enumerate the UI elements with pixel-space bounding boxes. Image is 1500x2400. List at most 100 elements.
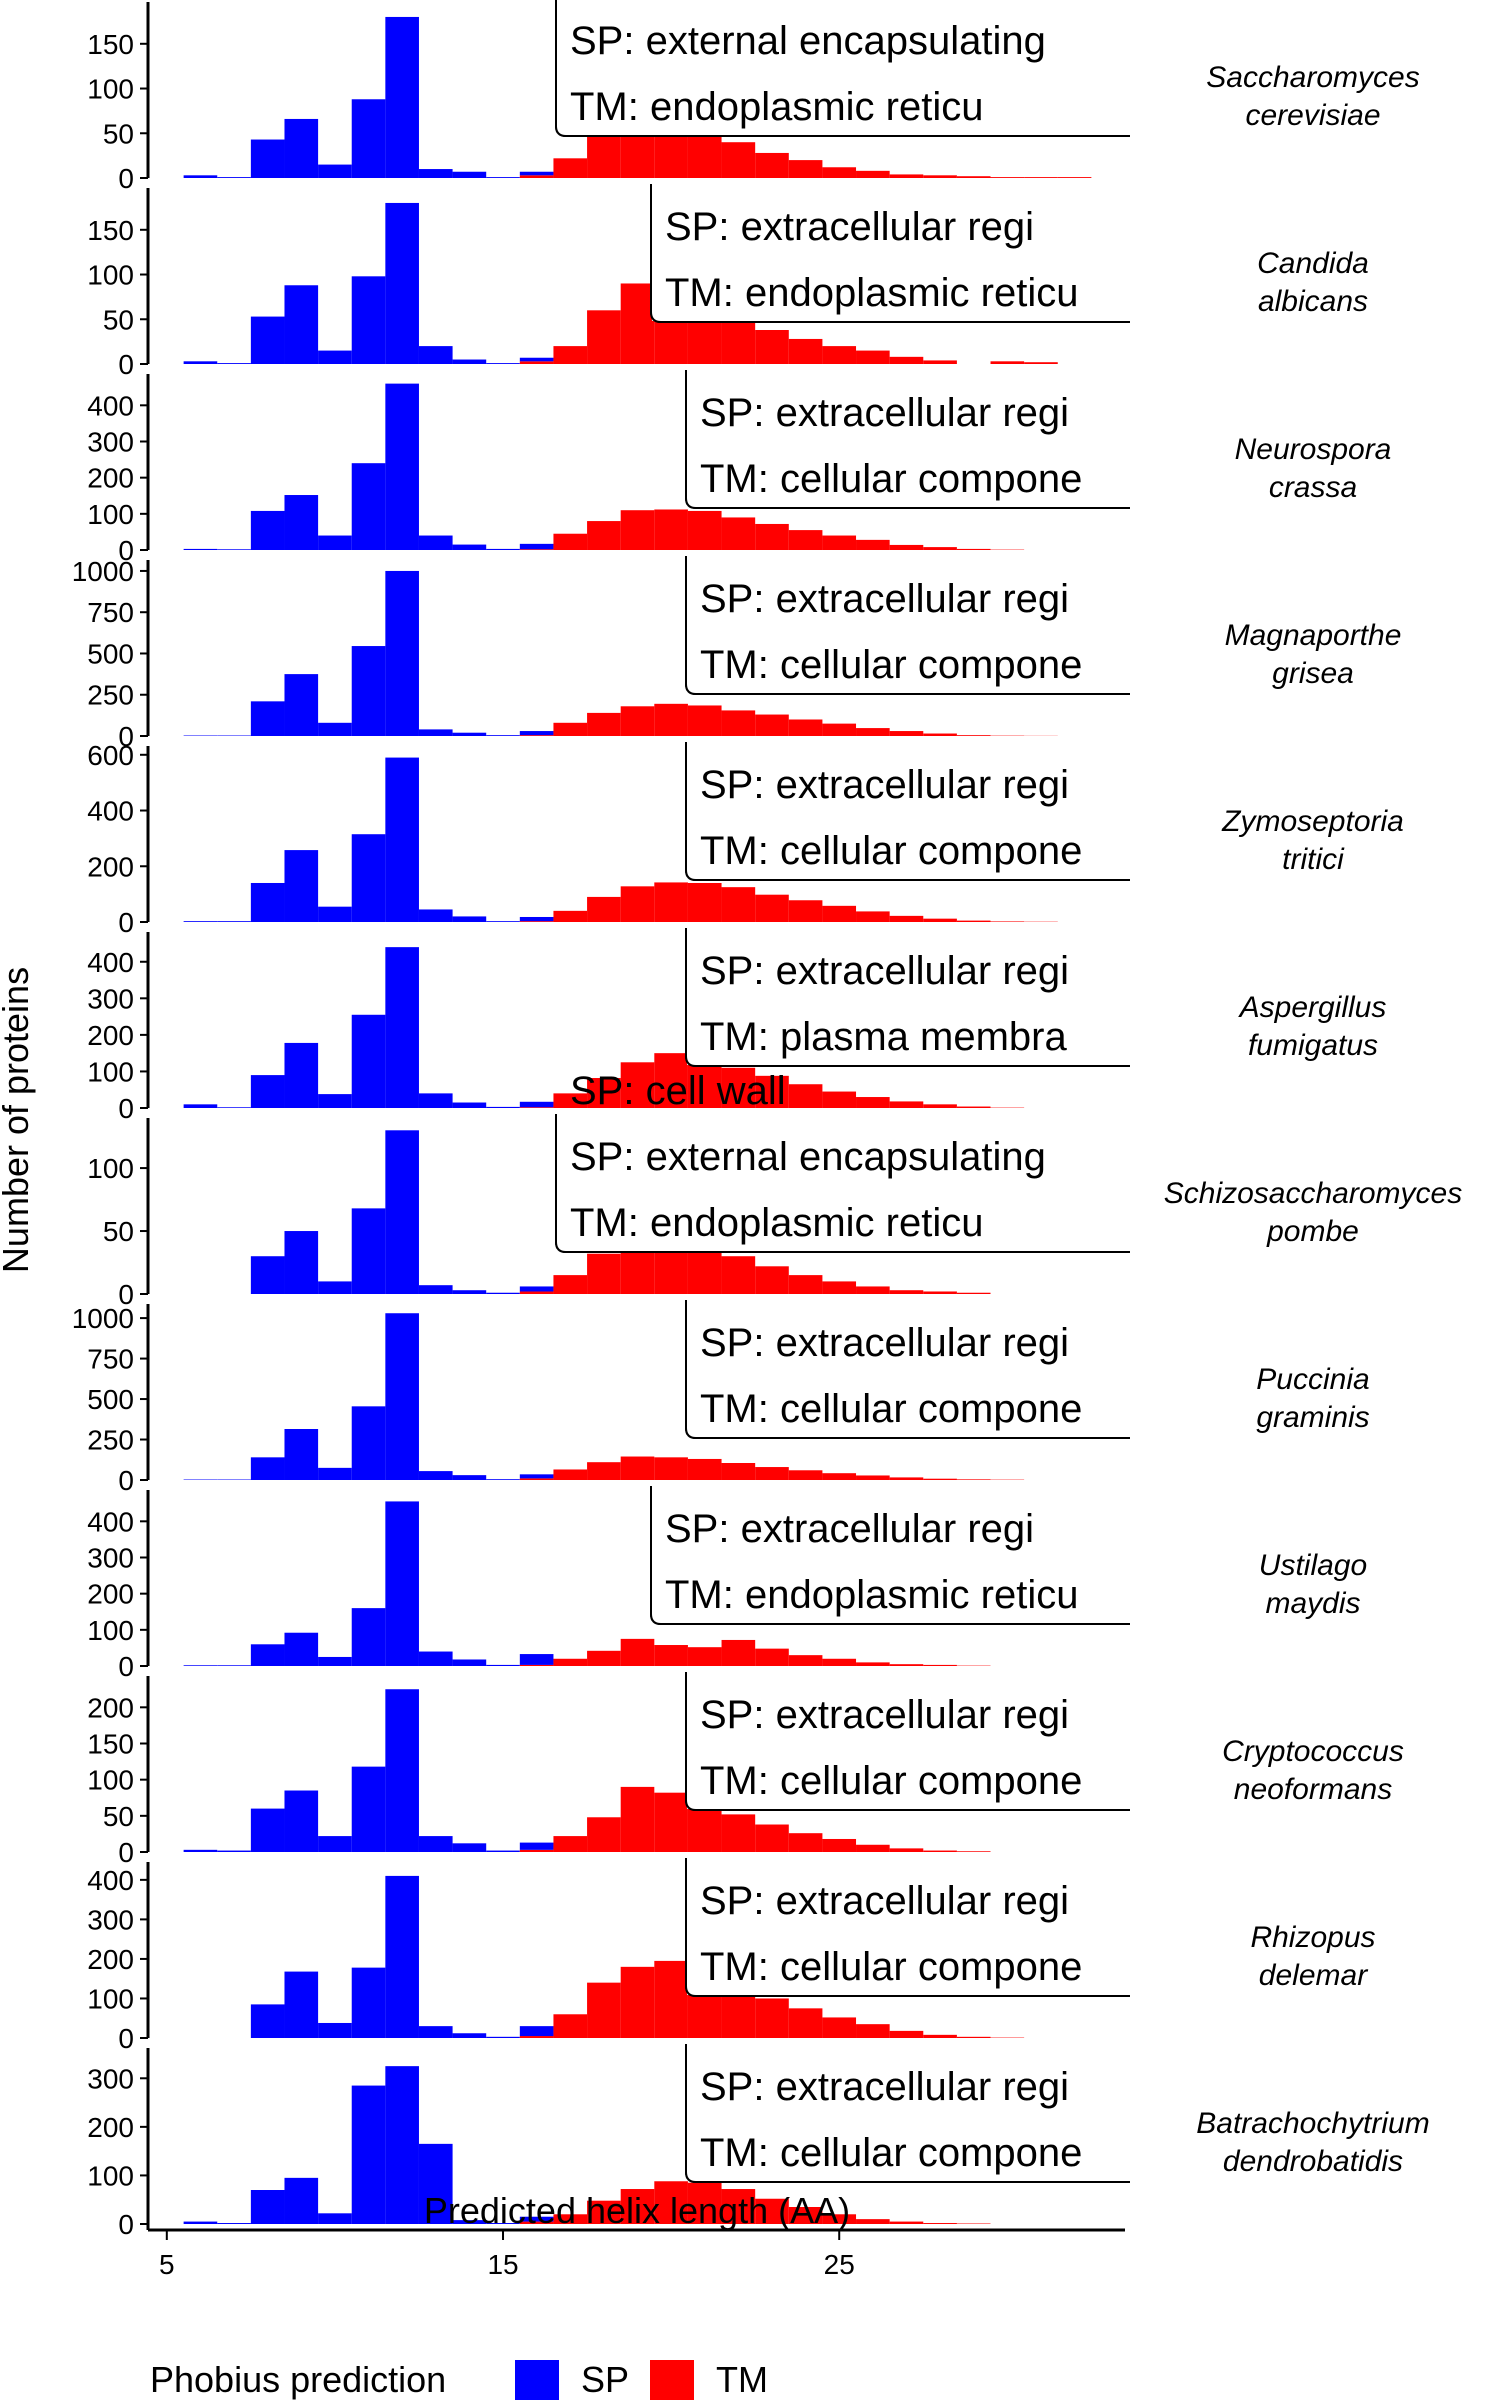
- sp-bar: [519, 1654, 554, 1665]
- sp-bar: [486, 1664, 520, 1666]
- tm-bar: [553, 2014, 588, 2038]
- tm-bar: [923, 1291, 957, 1294]
- sp-bar: [183, 1104, 218, 1108]
- facet-species-label: maydis: [1265, 1587, 1360, 1620]
- y-tick-label: 500: [87, 638, 134, 669]
- annotation-line: TM: cellular compone: [700, 457, 1082, 501]
- sp-bar: [486, 177, 520, 178]
- facet-species-label: Schizosaccharomyces: [1164, 1177, 1462, 1210]
- facet-species-label: Aspergillus: [1238, 991, 1387, 1024]
- sp-bar: [284, 674, 319, 736]
- facet-species-label: cerevisiae: [1245, 99, 1380, 132]
- facet-species-label: Cryptococcus: [1222, 1735, 1404, 1768]
- sp-bar: [284, 1231, 319, 1294]
- sp-bar: [418, 1471, 453, 1480]
- annotation-border-line: [650, 184, 1130, 323]
- tm-bar: [553, 2214, 588, 2224]
- tm-bar: [755, 714, 789, 736]
- y-tick-label: 100: [87, 1056, 134, 1087]
- sp-bar: [452, 916, 487, 922]
- facet-species-label: Candida: [1257, 247, 1369, 280]
- tm-bar: [1057, 177, 1092, 178]
- tm-bar: [587, 1462, 621, 1480]
- y-tick-label: 0: [118, 2023, 134, 2054]
- tm-bar: [822, 1838, 857, 1852]
- sp-bar: [217, 1107, 251, 1108]
- y-tick-label: 100: [87, 1765, 134, 1796]
- annotation-background: [687, 742, 1130, 879]
- sp-bar: [318, 535, 352, 550]
- legend: Phobius prediction SP TM: [150, 2359, 768, 2400]
- tm-bar: [990, 361, 1025, 364]
- y-tick-label: 150: [87, 29, 134, 60]
- y-tick-label: 750: [87, 1344, 134, 1375]
- y-tick-label: 0: [118, 1093, 134, 1124]
- y-tick-label: 600: [87, 740, 134, 771]
- tm-bar: [822, 346, 857, 364]
- legend-swatch-sp: [515, 2360, 559, 2400]
- sp-bar: [418, 2026, 453, 2038]
- tm-bar: [822, 535, 857, 550]
- tm-bar: [721, 517, 756, 550]
- tm-bar: [856, 1286, 890, 1294]
- tm-bar: [822, 2017, 857, 2038]
- tm-bar: [620, 1062, 655, 1108]
- tm-bar: [788, 160, 823, 178]
- tm-bar: [755, 1467, 789, 1480]
- facet-species-label: Saccharomyces: [1206, 61, 1419, 94]
- tm-bar: [1024, 177, 1058, 178]
- sp-bar: [519, 543, 554, 550]
- sp-bar: [418, 2143, 453, 2224]
- sp-bar: [318, 2213, 352, 2224]
- tm-bar: [889, 1290, 924, 1294]
- tm-bar: [788, 1275, 823, 1294]
- tm-bar: [553, 910, 588, 922]
- tm-bar: [923, 547, 957, 550]
- y-tick-label: 100: [87, 2160, 134, 2191]
- tm-bar: [519, 2221, 554, 2224]
- facet-species-label: Ustilago: [1259, 1549, 1367, 1582]
- tm-bar: [553, 1836, 588, 1852]
- tm-bar: [654, 703, 688, 736]
- annotation-border-line: [685, 556, 1130, 695]
- sp-bar: [452, 171, 487, 178]
- tm-bar: [519, 1664, 554, 1666]
- sp-bar: [452, 2220, 487, 2224]
- y-tick-label: 200: [87, 463, 134, 494]
- tm-bar: [822, 723, 857, 736]
- tm-bar: [923, 175, 957, 178]
- tm-bar: [755, 1266, 789, 1294]
- sp-bar: [284, 1632, 319, 1666]
- tm-bar: [788, 2008, 823, 2038]
- annotation-box: SP: extracellular regi TM: cellular compo…: [685, 1300, 1130, 1439]
- tm-bar: [856, 1662, 890, 1666]
- sp-bar: [351, 646, 386, 736]
- tm-bar: [620, 2189, 655, 2224]
- y-tick-label: 100: [87, 1153, 134, 1184]
- y-tick-label: 300: [87, 1542, 134, 1573]
- annotation-border-line: [685, 928, 1130, 1067]
- annotation-box: SP: cell wall SP: external encapsulating T…: [555, 1069, 1130, 1253]
- sp-bar: [318, 2022, 352, 2038]
- annotation-background: [557, 1114, 1130, 1251]
- tm-bar: [856, 2024, 890, 2038]
- facet-species-label: delemar: [1259, 1959, 1368, 1992]
- tm-bar: [519, 2036, 554, 2038]
- sp-bar: [519, 357, 554, 362]
- tm-bar: [587, 310, 621, 364]
- sp-bar: [318, 722, 352, 736]
- sp-bar: [284, 2177, 319, 2224]
- sp-bar: [452, 359, 487, 364]
- tm-bar: [620, 1638, 655, 1666]
- sp-bar: [250, 139, 285, 178]
- tm-bar: [721, 1814, 756, 1852]
- tm-bar: [923, 1664, 957, 1666]
- y-tick-label: 400: [87, 1865, 134, 1896]
- sp-bar: [250, 2190, 285, 2224]
- sp-bar: [217, 1665, 251, 1666]
- tm-bar: [654, 1960, 688, 2038]
- tm-bar: [654, 882, 688, 922]
- tm-bar: [587, 1817, 621, 1852]
- y-tick-label: 100: [87, 1983, 134, 2014]
